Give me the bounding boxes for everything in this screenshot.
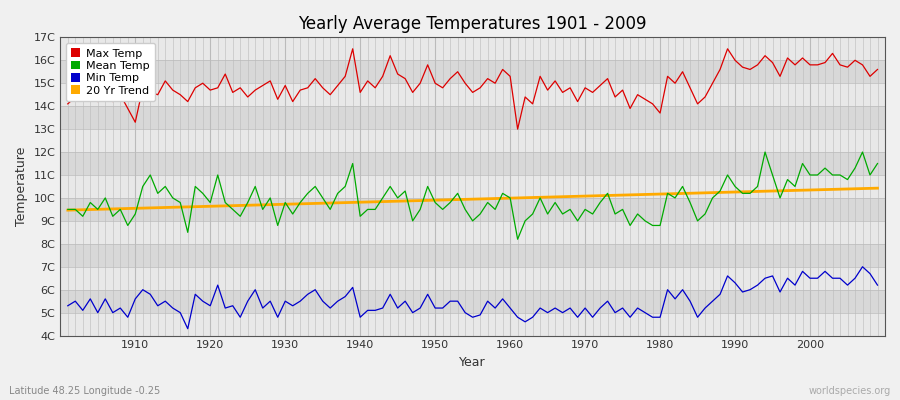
Max Temp <box>505 74 516 79</box>
Mean Temp <box>872 161 883 166</box>
Bar <box>60 221 885 244</box>
20 Yr Trend <box>505 196 516 200</box>
Mean Temp <box>512 237 523 242</box>
Max Temp <box>122 106 133 111</box>
Min Temp <box>122 315 133 320</box>
Bar <box>60 152 885 175</box>
Bar <box>60 129 885 152</box>
Bar <box>60 313 885 336</box>
Bar <box>60 83 885 106</box>
Line: Min Temp: Min Temp <box>68 267 878 329</box>
20 Yr Trend <box>62 208 73 212</box>
Max Temp <box>519 94 530 99</box>
Bar <box>60 290 885 313</box>
Min Temp <box>295 299 306 304</box>
Bar <box>60 175 885 198</box>
Bar <box>60 37 885 60</box>
Min Temp <box>505 306 516 310</box>
Bar <box>60 198 885 221</box>
Max Temp <box>332 83 343 88</box>
20 Yr Trend <box>122 206 133 211</box>
Min Temp <box>183 326 194 331</box>
20 Yr Trend <box>872 186 883 190</box>
20 Yr Trend <box>497 196 508 201</box>
Legend: Max Temp, Mean Temp, Min Temp, 20 Yr Trend: Max Temp, Mean Temp, Min Temp, 20 Yr Tre… <box>66 43 155 101</box>
Max Temp <box>287 99 298 104</box>
20 Yr Trend <box>595 193 606 198</box>
Title: Yearly Average Temperatures 1901 - 2009: Yearly Average Temperatures 1901 - 2009 <box>299 15 647 33</box>
Min Temp <box>857 264 868 269</box>
Min Temp <box>62 303 73 308</box>
Line: 20 Yr Trend: 20 Yr Trend <box>68 188 878 210</box>
Max Temp <box>347 46 358 51</box>
Text: Latitude 48.25 Longitude -0.25: Latitude 48.25 Longitude -0.25 <box>9 386 160 396</box>
Max Temp <box>512 127 523 132</box>
Min Temp <box>872 283 883 288</box>
Max Temp <box>872 67 883 72</box>
Min Temp <box>512 315 523 320</box>
Max Temp <box>62 102 73 106</box>
Mean Temp <box>602 191 613 196</box>
Bar <box>60 106 885 129</box>
Mean Temp <box>497 191 508 196</box>
Mean Temp <box>122 223 133 228</box>
Line: Mean Temp: Mean Temp <box>68 152 878 239</box>
Y-axis label: Temperature: Temperature <box>15 147 28 226</box>
Mean Temp <box>505 196 516 200</box>
Bar <box>60 244 885 267</box>
20 Yr Trend <box>332 200 343 205</box>
Min Temp <box>340 294 351 299</box>
Bar <box>60 267 885 290</box>
Mean Temp <box>62 207 73 212</box>
Mean Temp <box>287 212 298 216</box>
Line: Max Temp: Max Temp <box>68 49 878 129</box>
X-axis label: Year: Year <box>459 356 486 369</box>
Mean Temp <box>760 150 770 154</box>
Bar <box>60 60 885 83</box>
Mean Temp <box>332 191 343 196</box>
20 Yr Trend <box>287 202 298 206</box>
Text: worldspecies.org: worldspecies.org <box>809 386 891 396</box>
Min Temp <box>602 299 613 304</box>
Max Temp <box>609 94 620 99</box>
